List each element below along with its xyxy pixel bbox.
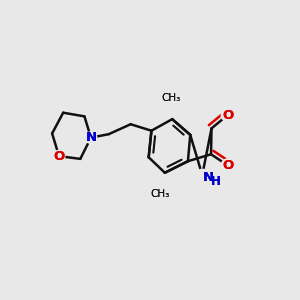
- Text: N: N: [85, 131, 97, 144]
- Text: H: H: [211, 176, 221, 188]
- Text: N: N: [202, 171, 214, 184]
- Text: CH₃: CH₃: [161, 93, 181, 103]
- Text: CH₃: CH₃: [161, 93, 181, 103]
- Text: O: O: [222, 159, 233, 172]
- Text: N: N: [202, 171, 214, 184]
- Text: CH₃: CH₃: [151, 188, 170, 199]
- Circle shape: [53, 150, 65, 162]
- Circle shape: [196, 169, 208, 181]
- Text: CH₃: CH₃: [151, 188, 170, 199]
- Text: N: N: [85, 131, 97, 144]
- Text: O: O: [53, 150, 65, 163]
- Circle shape: [221, 159, 234, 172]
- Circle shape: [162, 90, 180, 107]
- Circle shape: [85, 132, 97, 143]
- Circle shape: [152, 185, 169, 202]
- Text: O: O: [222, 109, 233, 122]
- Text: O: O: [222, 159, 233, 172]
- Text: O: O: [53, 150, 65, 163]
- Text: O: O: [222, 109, 233, 122]
- Text: H: H: [211, 176, 221, 188]
- Circle shape: [221, 109, 234, 122]
